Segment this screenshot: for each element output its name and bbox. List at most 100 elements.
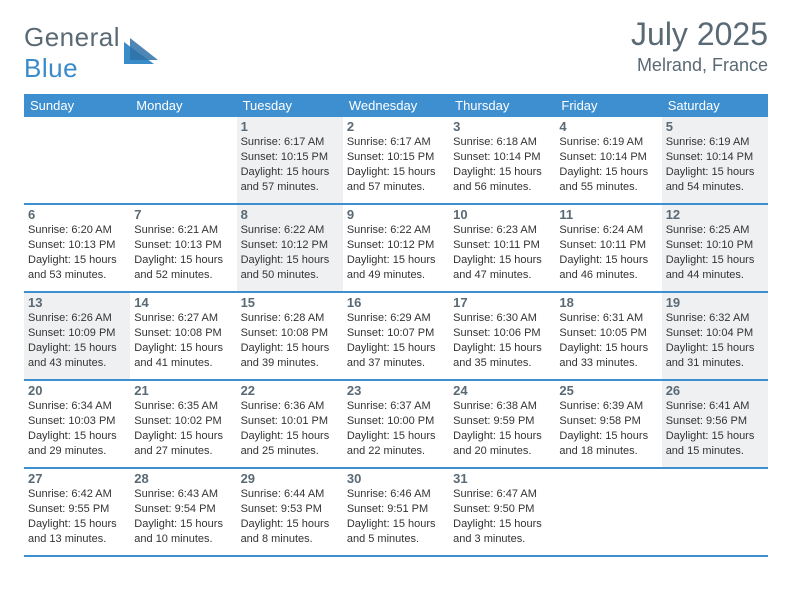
daylight-line: Daylight: 15 hours and 44 minutes. bbox=[666, 254, 755, 281]
sunset-line: Sunset: 10:13 PM bbox=[28, 239, 115, 251]
day-number: 18 bbox=[559, 295, 657, 310]
calendar-day-cell: 6Sunrise: 6:20 AMSunset: 10:13 PMDayligh… bbox=[24, 205, 130, 291]
logo-text: General Blue bbox=[24, 22, 120, 84]
daylight-line: Daylight: 15 hours and 57 minutes. bbox=[347, 166, 436, 193]
daylight-line: Daylight: 15 hours and 31 minutes. bbox=[666, 342, 755, 369]
day-number: 30 bbox=[347, 471, 445, 486]
calendar-day-cell: 4Sunrise: 6:19 AMSunset: 10:14 PMDayligh… bbox=[555, 117, 661, 203]
sunrise-line: Sunrise: 6:22 AM bbox=[347, 224, 431, 236]
daylight-line: Daylight: 15 hours and 39 minutes. bbox=[241, 342, 330, 369]
sunset-line: Sunset: 10:08 PM bbox=[241, 327, 328, 339]
sunrise-line: Sunrise: 6:19 AM bbox=[559, 136, 643, 148]
sunrise-line: Sunrise: 6:17 AM bbox=[347, 136, 431, 148]
day-sun-info: Sunrise: 6:44 AMSunset: 9:53 PMDaylight:… bbox=[241, 487, 339, 546]
daylight-line: Daylight: 15 hours and 41 minutes. bbox=[134, 342, 223, 369]
day-number: 11 bbox=[559, 207, 657, 222]
sunset-line: Sunset: 9:54 PM bbox=[134, 503, 215, 515]
day-sun-info: Sunrise: 6:35 AM Sunset: 10:02 PM Daylight… bbox=[134, 399, 232, 458]
day-number: 14 bbox=[134, 295, 232, 310]
calendar-day-cell: 27Sunrise: 6:42 AMSunset: 9:55 PMDayligh… bbox=[24, 469, 130, 555]
daylight-line: Daylight: 15 hours and 54 minutes. bbox=[666, 166, 755, 193]
sunrise-line: Sunrise: 6:44 AM bbox=[241, 488, 325, 500]
day-number: 15 bbox=[241, 295, 339, 310]
calendar-day-cell: 11Sunrise: 6:24 AMSunset: 10:11 PMDaylig… bbox=[555, 205, 661, 291]
day-sun-info: Sunrise: 6:39 AMSunset: 9:58 PMDaylight:… bbox=[559, 399, 657, 458]
day-sun-info: Sunrise: 6:30 AMSunset: 10:06 PMDaylight… bbox=[453, 311, 551, 370]
day-sun-info: Sunrise: 6:23 AMSunset: 10:11 PMDaylight… bbox=[453, 223, 551, 282]
calendar-week-row: 13Sunrise: 6:26 AMSunset: 10:09 PMDaylig… bbox=[24, 293, 768, 381]
day-number: 21 bbox=[134, 383, 232, 398]
daylight-line: Daylight: 15 hours and 43 minutes. bbox=[28, 342, 117, 369]
sunset-line: Sunset: 10:02 PM bbox=[134, 415, 221, 427]
calendar-day-cell: 7Sunrise: 6:21 AMSunset: 10:13 PMDayligh… bbox=[130, 205, 236, 291]
day-number: 16 bbox=[347, 295, 445, 310]
day-sun-info: Sunrise: 6:46 AMSunset: 9:51 PMDaylight:… bbox=[347, 487, 445, 546]
calendar-day-cell: 3Sunrise: 6:18 AMSunset: 10:14 PMDayligh… bbox=[449, 117, 555, 203]
sunset-line: Sunset: 9:50 PM bbox=[453, 503, 534, 515]
day-number: 2 bbox=[347, 119, 445, 134]
calendar-day-cell: 16Sunrise: 6:29 AMSunset: 10:07 PMDaylig… bbox=[343, 293, 449, 379]
daylight-line: Daylight: 15 hours and 52 minutes. bbox=[134, 254, 223, 281]
sunset-line: Sunset: 10:14 PM bbox=[453, 151, 540, 163]
day-sun-info: Sunrise: 6:21 AMSunset: 10:13 PMDaylight… bbox=[134, 223, 232, 282]
sunset-line: Sunset: 10:14 PM bbox=[666, 151, 753, 163]
day-number: 29 bbox=[241, 471, 339, 486]
daylight-line: Daylight: 15 hours and 29 minutes. bbox=[28, 430, 117, 457]
sunset-line: Sunset: 10:03 PM bbox=[28, 415, 115, 427]
day-sun-info: Sunrise: 6:36 AMSunset: 10:01 PMDaylight… bbox=[241, 399, 339, 458]
day-number: 26 bbox=[666, 383, 764, 398]
sunrise-line: Sunrise: 6:39 AM bbox=[559, 400, 643, 412]
sunset-line: Sunset: 10:01 PM bbox=[241, 415, 328, 427]
daylight-line: Daylight: 15 hours and 27 minutes. bbox=[134, 430, 223, 457]
sunrise-line: Sunrise: 6:47 AM bbox=[453, 488, 537, 500]
sunrise-line: Sunrise: 6:41 AM bbox=[666, 400, 750, 412]
day-sun-info: Sunrise: 6:32 AMSunset: 10:04 PMDaylight… bbox=[666, 311, 764, 370]
weekday-header-row: SundayMondayTuesdayWednesdayThursdayFrid… bbox=[24, 94, 768, 117]
daylight-line: Daylight: 15 hours and 13 minutes. bbox=[28, 518, 117, 545]
calendar-day-cell: 25Sunrise: 6:39 AMSunset: 9:58 PMDayligh… bbox=[555, 381, 661, 467]
calendar-day-cell: 21 Sunrise: 6:35 AM Sunset: 10:02 PM Daylig… bbox=[130, 381, 236, 467]
sunrise-line: Sunrise: 6:22 AM bbox=[241, 224, 325, 236]
daylight-line: Daylight: 15 hours and 5 minutes. bbox=[347, 518, 436, 545]
day-number: 4 bbox=[559, 119, 657, 134]
sunrise-line: Sunrise: 6:35 AM bbox=[134, 400, 218, 412]
sunset-line: Sunset: 10:12 PM bbox=[347, 239, 434, 251]
day-number: 24 bbox=[453, 383, 551, 398]
sunset-line: Sunset: 10:12 PM bbox=[241, 239, 328, 251]
day-number: 17 bbox=[453, 295, 551, 310]
day-sun-info: Sunrise: 6:27 AMSunset: 10:08 PMDaylight… bbox=[134, 311, 232, 370]
title-block: July 2025 Melrand, France bbox=[631, 16, 768, 76]
day-number: 25 bbox=[559, 383, 657, 398]
calendar-grid: 1 Sunrise: 6:17 AMSunset: 10:15 PMDayligh… bbox=[24, 117, 768, 557]
calendar-location: Melrand, France bbox=[631, 55, 768, 76]
daylight-line: Daylight: 15 hours and 22 minutes. bbox=[347, 430, 436, 457]
calendar-day-cell: 30Sunrise: 6:46 AMSunset: 9:51 PMDayligh… bbox=[343, 469, 449, 555]
sunrise-line: Sunrise: 6:42 AM bbox=[28, 488, 112, 500]
day-sun-info: Sunrise: 6:37 AMSunset: 10:00 PMDaylight… bbox=[347, 399, 445, 458]
sunrise-line: Sunrise: 6:18 AM bbox=[453, 136, 537, 148]
sunrise-line: Sunrise: 6:36 AM bbox=[241, 400, 325, 412]
sunset-line: Sunset: 10:11 PM bbox=[453, 239, 540, 251]
sunrise-line: Sunrise: 6:28 AM bbox=[241, 312, 325, 324]
day-sun-info: Sunrise: 6:19 AMSunset: 10:14 PMDaylight… bbox=[666, 135, 764, 194]
sunset-line: Sunset: 10:11 PM bbox=[559, 239, 646, 251]
sunset-line: Sunset: 10:10 PM bbox=[666, 239, 753, 251]
logo: General Blue bbox=[24, 22, 158, 84]
sunrise-line: Sunrise: 6:43 AM bbox=[134, 488, 218, 500]
day-number: 1 bbox=[241, 119, 339, 134]
sunrise-line: Sunrise: 6:25 AM bbox=[666, 224, 750, 236]
calendar-page: General Blue July 2025 Melrand, France S… bbox=[0, 0, 792, 612]
header: General Blue July 2025 Melrand, France bbox=[24, 16, 768, 84]
day-number: 22 bbox=[241, 383, 339, 398]
day-sun-info: Sunrise: 6:17 AMSunset: 10:15 PMDaylight… bbox=[347, 135, 445, 194]
daylight-line: Daylight: 15 hours and 8 minutes. bbox=[241, 518, 330, 545]
daylight-line: Daylight: 15 hours and 18 minutes. bbox=[559, 430, 648, 457]
calendar-day-cell: 9Sunrise: 6:22 AMSunset: 10:12 PMDayligh… bbox=[343, 205, 449, 291]
daylight-line: Daylight: 15 hours and 47 minutes. bbox=[453, 254, 542, 281]
weekday-header: Friday bbox=[555, 94, 661, 117]
sunrise-line: Sunrise: 6:21 AM bbox=[134, 224, 218, 236]
sunrise-line: Sunrise: 6:24 AM bbox=[559, 224, 643, 236]
day-sun-info: Sunrise: 6:24 AMSunset: 10:11 PMDaylight… bbox=[559, 223, 657, 282]
day-sun-info: Sunrise: 6:47 AMSunset: 9:50 PMDaylight:… bbox=[453, 487, 551, 546]
sunrise-line: Sunrise: 6:32 AM bbox=[666, 312, 750, 324]
